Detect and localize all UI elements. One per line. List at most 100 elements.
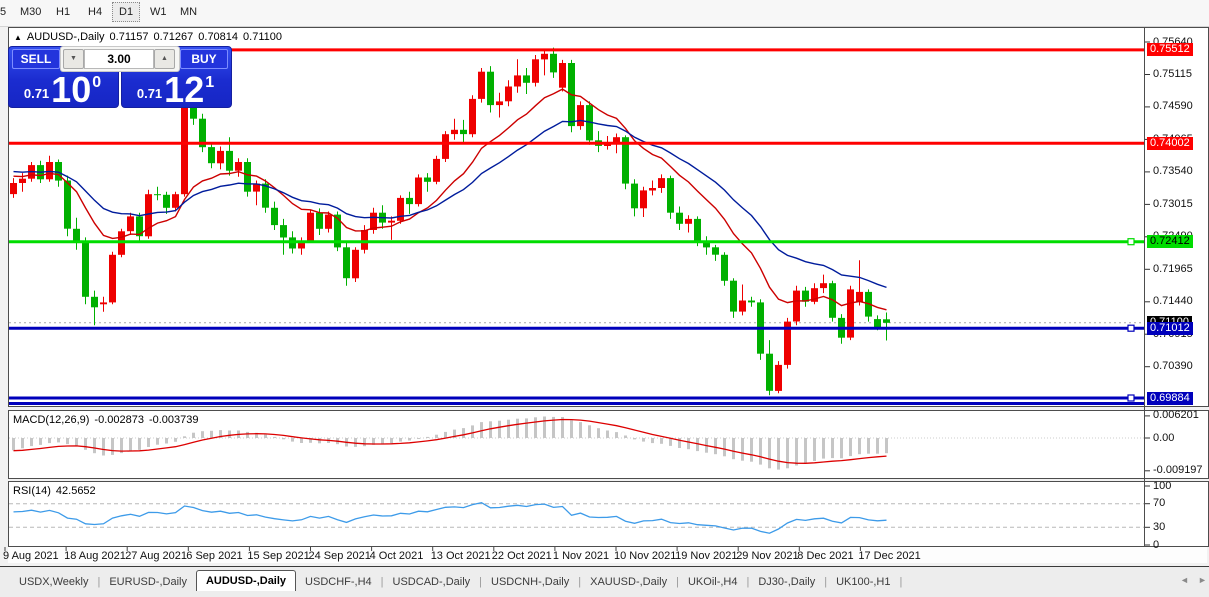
timeframe-w1-button[interactable]: W1 xyxy=(150,6,167,18)
chart-title: ▲ AUDUSD-,Daily 0.71157 0.71267 0.70814 0.711… xyxy=(14,31,287,43)
date-label: 6 Sep 2021 xyxy=(186,550,243,562)
date-label: 9 Aug 2021 xyxy=(3,550,59,562)
tab-separator: | xyxy=(824,576,828,588)
chart-tab-dj30-daily[interactable]: DJ30-,Daily xyxy=(758,576,816,588)
price-tick-label: 0.73540 xyxy=(1153,165,1193,178)
date-label: 4 Oct 2021 xyxy=(369,550,424,562)
collapse-window-icon[interactable]: ▲ xyxy=(14,33,22,42)
rsi-window[interactable] xyxy=(8,481,1209,547)
date-label: 19 Nov 2021 xyxy=(675,550,738,562)
date-axis xyxy=(8,547,1207,563)
ohlc-low: 0.70814 xyxy=(198,31,239,43)
date-label: 24 Sep 2021 xyxy=(308,550,371,562)
spinner-down-icon: ▼ xyxy=(70,55,77,62)
buy-button[interactable]: BUY xyxy=(180,49,228,69)
rsi-tick-label: 70 xyxy=(1153,497,1166,510)
timeframe-h1-button[interactable]: H1 xyxy=(56,6,71,18)
date-label: 22 Oct 2021 xyxy=(491,550,552,562)
lot-increase-button[interactable]: ▲ xyxy=(154,49,175,69)
macd-tick-label: 0.00 xyxy=(1153,431,1175,444)
timeframe-h4-button[interactable]: H4 xyxy=(88,6,103,18)
rsi-tick-label: 0 xyxy=(1153,538,1160,551)
macd-window[interactable] xyxy=(8,410,1209,479)
chart-symbol-label: AUDUSD-,Daily xyxy=(26,31,105,43)
price-level-chip: 0.75512 xyxy=(1147,43,1193,57)
rsi-plot xyxy=(9,502,1144,534)
ohlc-close: 0.71100 xyxy=(243,31,282,43)
rsi-name: RSI(14) xyxy=(13,485,51,497)
buy-price-prefix: 0.71 xyxy=(136,86,163,101)
timeframe-m30-button[interactable]: M30 xyxy=(20,6,42,18)
date-label: 8 Dec 2021 xyxy=(797,550,854,562)
price-tick-label: 0.73015 xyxy=(1153,197,1193,210)
chart-tab-usdx-weekly[interactable]: USDX,Weekly xyxy=(19,576,89,588)
tab-separator: | xyxy=(578,576,582,588)
price-level-chip: 0.71012 xyxy=(1147,321,1193,335)
price-level-chip: 0.72412 xyxy=(1147,235,1193,249)
price-tick-label: 0.71440 xyxy=(1153,295,1193,308)
rsi-label: RSI(14) 42.5652 xyxy=(13,485,101,497)
macd-tick-label: -0.009197 xyxy=(1153,464,1203,477)
tab-separator: | xyxy=(97,576,101,588)
ohlc-open: 0.71157 xyxy=(109,31,149,43)
chart-tab-audusd-daily[interactable]: AUDUSD-,Daily xyxy=(195,570,297,591)
chart-tab-eurusd-daily[interactable]: EURUSD-,Daily xyxy=(109,576,187,588)
tab-separator: | xyxy=(676,576,679,588)
sell-price-prefix: 0.71 xyxy=(23,86,50,101)
chart-tab-xauusd-daily[interactable]: XAUUSD-,Daily xyxy=(590,576,668,588)
date-label: 15 Sep 2021 xyxy=(247,550,310,562)
chart-tab-usdchf-h4[interactable]: USDCHF-,H4 xyxy=(305,576,372,588)
tab-separator: | xyxy=(380,576,384,588)
lot-size-input[interactable] xyxy=(84,49,154,69)
date-label: 18 Aug 2021 xyxy=(64,550,126,562)
price-tick-label: 0.75115 xyxy=(1153,68,1192,80)
price-tick-label: 0.71965 xyxy=(1153,262,1193,275)
timeframe-d1-button[interactable]: D1 xyxy=(112,2,141,22)
date-label: 29 Nov 2021 xyxy=(736,550,799,562)
price-tick-label: 0.74590 xyxy=(1153,100,1193,113)
date-label: 10 Nov 2021 xyxy=(614,550,677,562)
rsi-value: 42.5652 xyxy=(55,485,96,497)
rsi-tick-label: 100 xyxy=(1153,479,1172,492)
chart-tab-usdcnh-daily[interactable]: USDCNH-,Daily xyxy=(491,576,570,588)
price-tick-label: 0.70390 xyxy=(1153,360,1193,373)
macd-tick-label: 0.006201 xyxy=(1153,409,1199,422)
tab-scroll-right-icon[interactable]: ► xyxy=(1198,575,1207,585)
macd-name: MACD(12,26,9) xyxy=(13,414,90,426)
rsi-tick-label: 30 xyxy=(1153,520,1166,533)
macd-main-value: -0.002873 xyxy=(94,414,144,426)
macd-signal-value: -0.003739 xyxy=(148,414,199,426)
lot-decrease-button[interactable]: ▼ xyxy=(63,49,84,69)
buy-price[interactable]: 0.71 12 1 xyxy=(121,69,230,110)
chart-tab-usdcad-daily[interactable]: USDCAD-,Daily xyxy=(392,576,471,588)
sell-price[interactable]: 0.71 10 0 xyxy=(8,69,117,110)
price-level-chip: 0.69884 xyxy=(1147,391,1193,405)
sell-button[interactable]: SELL xyxy=(12,49,60,69)
date-label: 13 Oct 2021 xyxy=(430,550,491,562)
sell-price-sup: 0 xyxy=(92,74,102,91)
tab-separator: | xyxy=(746,576,750,588)
date-label: 1 Nov 2021 xyxy=(552,550,610,562)
chart-tab-ukoil-h4[interactable]: UKOil-,H4 xyxy=(687,576,738,588)
price-level-chip: 0.74002 xyxy=(1147,136,1193,150)
date-label: 17 Dec 2021 xyxy=(858,550,921,562)
tab-separator: | xyxy=(479,576,483,588)
tab-separator: | xyxy=(899,576,903,588)
macd-label: MACD(12,26,9) -0.002873 -0.003739 xyxy=(13,414,204,426)
spinner-up-icon: ▲ xyxy=(161,55,168,62)
chart-tab-uk100-h1[interactable]: UK100-,H1 xyxy=(836,576,891,588)
buy-price-big: 12 xyxy=(164,69,205,110)
tab-scroll-left-icon[interactable]: ◄ xyxy=(1180,575,1189,585)
date-label: 27 Aug 2021 xyxy=(125,550,187,562)
macd-plot xyxy=(9,416,1144,470)
ohlc-high: 0.71267 xyxy=(153,31,194,43)
timeframe-mn-button[interactable]: MN xyxy=(180,6,198,18)
chart-tab-bar: USDX,Weekly | EURUSD-,Daily AUDUSD-,Daily US… xyxy=(0,566,1209,597)
sell-price-big: 10 xyxy=(51,69,92,110)
timeframe-toolbar: 5 M30 H1 H4 D1 W1 MN xyxy=(0,0,1209,27)
buy-price-sup: 1 xyxy=(205,74,215,91)
chart-tabs: USDX,Weekly | EURUSD-,Daily AUDUSD-,Daily US… xyxy=(10,570,902,591)
timeframe-m5-button[interactable]: 5 xyxy=(0,6,7,18)
